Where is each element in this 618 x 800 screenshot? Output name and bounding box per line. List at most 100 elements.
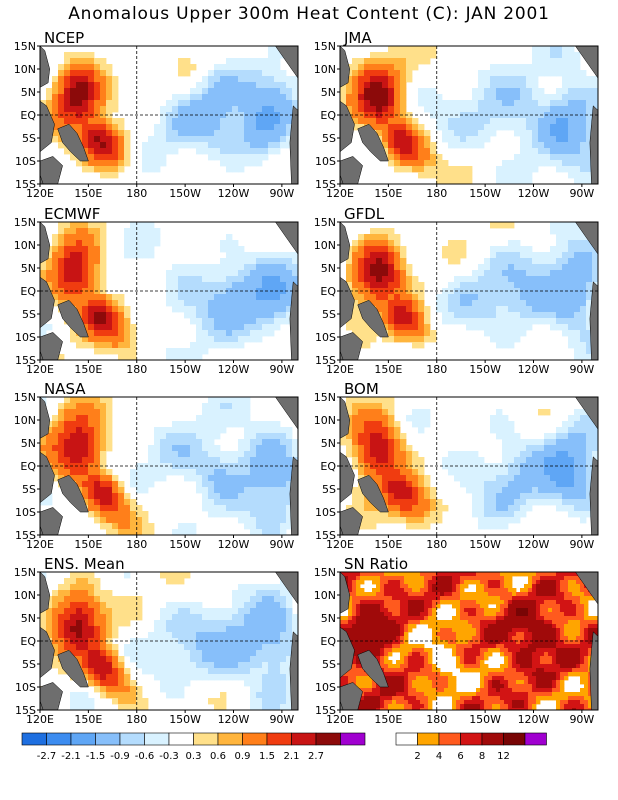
- land-mass: [40, 572, 50, 614]
- legend-tick-label: 2.1: [284, 751, 300, 762]
- legend-tick-label: -1.5: [86, 751, 106, 762]
- lat-tick-label: 15S: [15, 704, 36, 717]
- lat-tick-label: 10S: [15, 155, 36, 168]
- lon-tick-label: 150E: [374, 713, 402, 726]
- legend-tick-label: -0.9: [110, 751, 130, 762]
- legend-swatch: [242, 732, 268, 746]
- land-mass: [289, 456, 298, 535]
- land-mass: [57, 474, 89, 513]
- lat-tick-label: 5S: [322, 132, 336, 145]
- land-mass: [289, 631, 298, 710]
- land-mass: [340, 46, 350, 88]
- lat-tick-label: 15S: [15, 529, 36, 542]
- lat-tick-label: EQ: [20, 285, 36, 298]
- legend-swatch: [144, 732, 170, 746]
- lon-tick-label: 90W: [569, 187, 594, 200]
- land-mass: [575, 397, 598, 430]
- lat-tick-label: 15S: [315, 354, 336, 367]
- lat-tick-label: 15N: [314, 391, 336, 404]
- land-mass: [340, 507, 363, 535]
- lat-tick-label: 10N: [314, 63, 336, 76]
- lon-tick-label: 180: [426, 363, 447, 376]
- lat-tick-label: 5N: [321, 86, 336, 99]
- lat-tick-label: 15N: [14, 216, 36, 229]
- land-mass: [40, 507, 63, 535]
- lat-tick-label: EQ: [20, 460, 36, 473]
- land-mass: [40, 332, 63, 360]
- anomaly-legend: -2.7 -2.1 -1.5 -0.9 -0.6 -0.3 0.3 0.6 0.9 1.5 2.1 2…: [21, 732, 366, 762]
- panel-title: JMA: [343, 29, 372, 47]
- legend-swatch: [340, 732, 366, 746]
- panel-title: NASA: [44, 380, 86, 398]
- lon-tick-label: 120W: [218, 187, 250, 200]
- land-mass: [289, 281, 298, 360]
- lat-tick-label: 10S: [315, 155, 336, 168]
- lon-tick-label: 150W: [169, 713, 201, 726]
- lat-tick-label: 15N: [14, 40, 36, 53]
- panel-title: GFDL: [344, 205, 385, 223]
- land-mass: [589, 456, 598, 535]
- lon-tick-label: 120W: [518, 187, 550, 200]
- lat-tick-label: 10N: [14, 589, 36, 602]
- land-mass: [57, 299, 89, 338]
- lat-tick-label: EQ: [320, 109, 336, 122]
- land-mass: [575, 222, 598, 255]
- land-mass: [340, 332, 363, 360]
- land-mass: [40, 682, 63, 710]
- legend-swatch: [315, 732, 341, 746]
- lat-tick-label: 5S: [322, 658, 336, 671]
- lon-tick-label: 150W: [469, 713, 501, 726]
- lat-tick-label: 15N: [14, 566, 36, 579]
- land-mass: [357, 474, 389, 513]
- lon-tick-label: 90W: [269, 363, 294, 376]
- figure-title: Anomalous Upper 300m Heat Content (C): J…: [68, 4, 550, 24]
- legend-tick-label: -2.1: [61, 751, 81, 762]
- legend-swatch: [266, 732, 292, 746]
- lon-tick-label: 120W: [518, 713, 550, 726]
- legend-tick-label: -0.3: [159, 751, 179, 762]
- lat-tick-label: 10N: [314, 414, 336, 427]
- lat-tick-label: 15N: [314, 216, 336, 229]
- lon-tick-label: 180: [126, 538, 147, 551]
- land-mass: [40, 46, 50, 88]
- land-mass: [275, 46, 298, 79]
- land-mass: [589, 631, 598, 710]
- lat-tick-label: 5S: [22, 658, 36, 671]
- lat-tick-label: EQ: [20, 109, 36, 122]
- lon-tick-label: 90W: [569, 363, 594, 376]
- lat-tick-label: 10N: [14, 414, 36, 427]
- lat-tick-label: 15N: [314, 40, 336, 53]
- lon-tick-label: 120W: [218, 538, 250, 551]
- lon-tick-label: 180: [126, 713, 147, 726]
- land-mass: [289, 105, 298, 184]
- legend-tick-label: 8: [479, 751, 485, 762]
- lon-tick-label: 120E: [326, 713, 354, 726]
- lat-tick-label: 5N: [21, 612, 36, 625]
- lon-tick-label: 150E: [374, 538, 402, 551]
- lon-tick-label: 150W: [469, 538, 501, 551]
- lon-tick-label: 150E: [74, 187, 102, 200]
- lat-tick-label: 10N: [314, 239, 336, 252]
- legend-tick-label: 2: [414, 751, 420, 762]
- land-mass: [340, 397, 350, 439]
- lon-tick-label: 150E: [74, 713, 102, 726]
- land-mass: [340, 682, 363, 710]
- lon-tick-label: 90W: [569, 713, 594, 726]
- lat-tick-label: 10S: [315, 506, 336, 519]
- land-mass: [40, 222, 50, 264]
- lat-tick-label: 15S: [315, 178, 336, 191]
- lat-tick-label: 5S: [22, 132, 36, 145]
- legend-tick-label: 0.9: [235, 751, 251, 762]
- lon-tick-label: 120E: [26, 713, 54, 726]
- land-mass: [340, 700, 344, 710]
- lon-tick-label: 90W: [269, 187, 294, 200]
- lon-tick-label: 120W: [518, 538, 550, 551]
- lat-tick-label: 10N: [14, 239, 36, 252]
- land-mass: [340, 572, 350, 614]
